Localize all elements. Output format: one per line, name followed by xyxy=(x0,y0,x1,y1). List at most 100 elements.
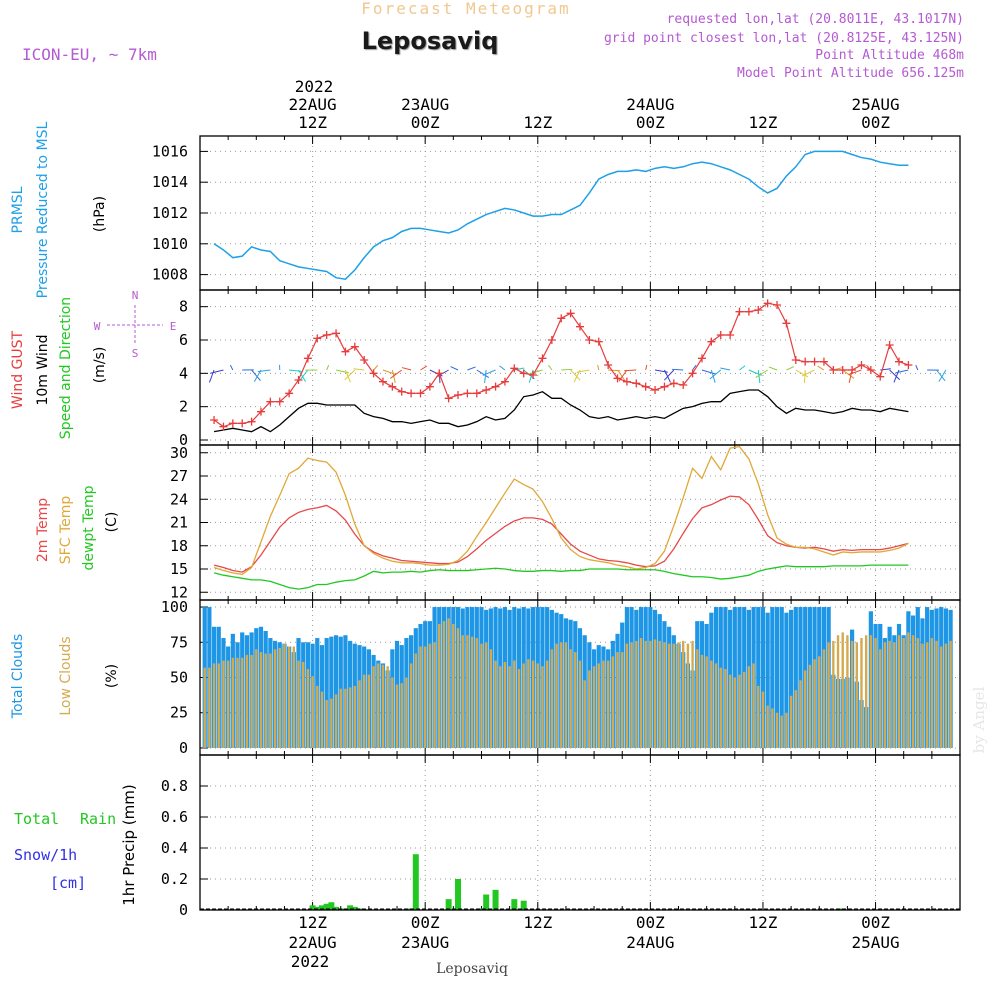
y-tick-label: 75 xyxy=(170,633,188,651)
low-cloud-bar xyxy=(841,632,844,748)
total-cloud-bar xyxy=(784,612,789,748)
low-cloud-bar xyxy=(813,659,816,748)
year-top: 2022 xyxy=(295,77,334,96)
low-cloud-bar xyxy=(653,639,657,748)
x-hour-label-top: 00Z xyxy=(861,113,890,132)
gust-marker xyxy=(679,381,688,389)
low-cloud-bar xyxy=(757,685,760,748)
gust-marker xyxy=(829,366,838,374)
x-hour-label-bottom: 00Z xyxy=(861,913,890,932)
hpa-label: (hPa) xyxy=(92,196,108,232)
low-cloud-bar xyxy=(550,649,554,748)
low-cloud-bar xyxy=(621,652,624,748)
low-cloud-bar xyxy=(907,632,910,748)
cm-label: [cm] xyxy=(50,874,86,892)
low-cloud-bar xyxy=(864,635,868,748)
low-cloud-bar xyxy=(602,660,605,748)
x-date-label-top: 24AUG xyxy=(626,95,674,114)
temperature-panel: 12 15 18 21 24 27 30 xyxy=(170,444,961,601)
low-cloud-bar xyxy=(400,683,403,748)
low-cloud-bar xyxy=(902,638,905,748)
low-cloud-bar xyxy=(545,660,549,748)
low-cloud-bar xyxy=(677,642,680,748)
y-tick-label: 30 xyxy=(170,444,188,462)
percent-label: (%) xyxy=(104,664,120,688)
y-tick-label: 1012 xyxy=(152,204,188,222)
low-cloud-bar xyxy=(259,652,263,748)
gust-marker xyxy=(716,331,725,339)
wind-direction-arrow xyxy=(390,369,403,379)
low-cloud-bar xyxy=(433,642,436,748)
gust-marker xyxy=(378,377,387,386)
total-cloud-bar xyxy=(333,635,339,748)
low-cloud-bar xyxy=(663,642,666,748)
gust-marker xyxy=(228,419,237,428)
low-cloud-bar xyxy=(377,663,380,748)
y-tick-label: 21 xyxy=(170,514,188,532)
low-cloud-bar xyxy=(742,671,746,748)
rain-bar xyxy=(492,889,499,910)
precip-panel: 0 0.2 0.4 0.6 0.8 xyxy=(161,754,961,919)
total-cloud-bar xyxy=(765,612,770,748)
rain-bar xyxy=(351,906,358,910)
low-cloud-bar xyxy=(531,660,535,748)
x-date-label-bottom: 22AUG xyxy=(289,933,337,952)
wind-direction-arrow xyxy=(450,366,459,371)
wind-direction-arrow xyxy=(257,369,271,373)
gust-marker xyxy=(810,357,819,366)
low-cloud-bar xyxy=(241,657,244,748)
low-cloud-bar xyxy=(893,642,896,748)
low-cloud-bar xyxy=(362,674,366,748)
low-cloud-bar xyxy=(278,647,281,748)
gust-marker xyxy=(388,382,397,391)
wind-direction-arrow xyxy=(786,366,795,371)
model-altitude: Model Point Altitude 656.125m xyxy=(737,66,964,81)
y-tick-label: 1014 xyxy=(152,173,188,191)
low-cloud-bar xyxy=(752,663,755,748)
pressure-reduced-label: Pressure Reduced to MSL xyxy=(35,121,51,298)
wind-direction-arrow xyxy=(915,364,919,371)
y-tick-label: 8 xyxy=(179,298,188,316)
low-cloud-bar xyxy=(921,643,924,748)
low-cloud-bar xyxy=(541,666,544,748)
low-cloud-bar xyxy=(710,660,713,748)
x-hour-label-bottom: 00Z xyxy=(411,913,440,932)
low-cloud-bar xyxy=(733,677,737,748)
compass-cross xyxy=(107,305,163,345)
low-cloud-bar xyxy=(564,642,568,748)
low-cloud-bar xyxy=(292,646,296,748)
low-cloud-bar xyxy=(513,660,516,748)
total-cloud-bar xyxy=(789,609,794,748)
wind-direction-arrow xyxy=(645,364,648,371)
low-cloud-bar xyxy=(700,654,704,748)
low-cloud-bar xyxy=(724,669,727,748)
low-cloud-bar xyxy=(583,680,586,748)
wind-direction-arrow xyxy=(210,369,224,374)
gust-marker xyxy=(238,419,247,428)
wind-gust-label: Wind GUST xyxy=(10,330,26,409)
low-cloud-bar xyxy=(302,662,305,748)
wind-direction-arrow xyxy=(617,369,626,382)
gust-marker xyxy=(529,371,538,379)
gust-marker xyxy=(697,354,706,363)
low-cloud-bar xyxy=(696,649,699,748)
rain-bar xyxy=(445,899,452,910)
gust-marker xyxy=(256,407,265,416)
y-tick-label: 0.6 xyxy=(161,808,188,826)
low-cloud-bar xyxy=(850,640,854,748)
low-cloud-bar xyxy=(438,623,441,748)
low-cloud-bar xyxy=(578,660,582,748)
gust-marker xyxy=(669,379,678,388)
low-cloud-bar xyxy=(738,674,741,748)
wind-direction-arrow xyxy=(795,369,809,378)
low-cloud-bar xyxy=(785,712,788,748)
low-cloud-bar xyxy=(489,649,493,748)
low-cloud-bar xyxy=(339,688,342,748)
wind-direction-arrow xyxy=(801,369,815,377)
low-cloud-bar xyxy=(897,635,901,748)
precip-label: 1hr Precip (mm) xyxy=(120,784,138,905)
low-cloud-bar xyxy=(452,623,455,748)
low-cloud-bar xyxy=(747,666,751,748)
wind-direction-arrow xyxy=(895,369,909,374)
gust-marker xyxy=(360,356,369,364)
